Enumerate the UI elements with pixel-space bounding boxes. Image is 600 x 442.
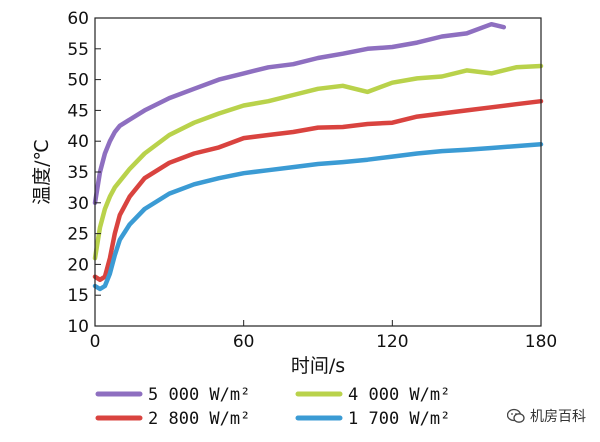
legend-label-3: 1 700 W/m² [348, 409, 450, 429]
legend-label-2: 2 800 W/m² [148, 409, 250, 429]
y-tick-label: 60 [67, 9, 89, 29]
y-tick-label: 10 [67, 317, 89, 337]
x-tick-label: 120 [376, 332, 408, 352]
x-axis-title: 时间/s [291, 355, 345, 377]
watermark: 机房百科 [507, 406, 586, 426]
y-tick-label: 35 [67, 163, 89, 183]
plot-area [92, 21, 544, 292]
y-tick-label: 50 [67, 71, 89, 91]
y-tick-label: 15 [67, 286, 89, 306]
y-tick-label: 40 [67, 132, 89, 152]
y-tick-label: 30 [67, 194, 89, 214]
series-line-3 [92, 142, 544, 292]
x-tick-label: 0 [90, 332, 101, 352]
y-tick-label: 25 [67, 225, 89, 245]
series-line-0 [92, 21, 507, 206]
legend-label-0: 5 000 W/m² [148, 385, 250, 405]
legend-label-1: 4 000 W/m² [348, 385, 450, 405]
y-tick-label: 55 [67, 40, 89, 60]
x-tick-label: 60 [233, 332, 255, 352]
series-line-1 [92, 63, 544, 261]
legend: 5 000 W/m² 4 000 W/m² 2 800 W/m² 1 700 W/m² [95, 385, 450, 429]
wechat-icon [507, 408, 525, 423]
plot-frame [94, 17, 542, 327]
axes: 10 15 20 25 30 35 40 45 50 55 60 0 60 120 180 [67, 9, 557, 352]
y-tick-label: 20 [67, 255, 89, 275]
y-tick-label: 45 [67, 101, 89, 121]
series-line-2 [92, 98, 544, 283]
watermark-text: 机房百科 [530, 409, 586, 425]
y-axis-title: 温度/℃ [31, 139, 53, 205]
x-tick-label: 180 [525, 332, 557, 352]
